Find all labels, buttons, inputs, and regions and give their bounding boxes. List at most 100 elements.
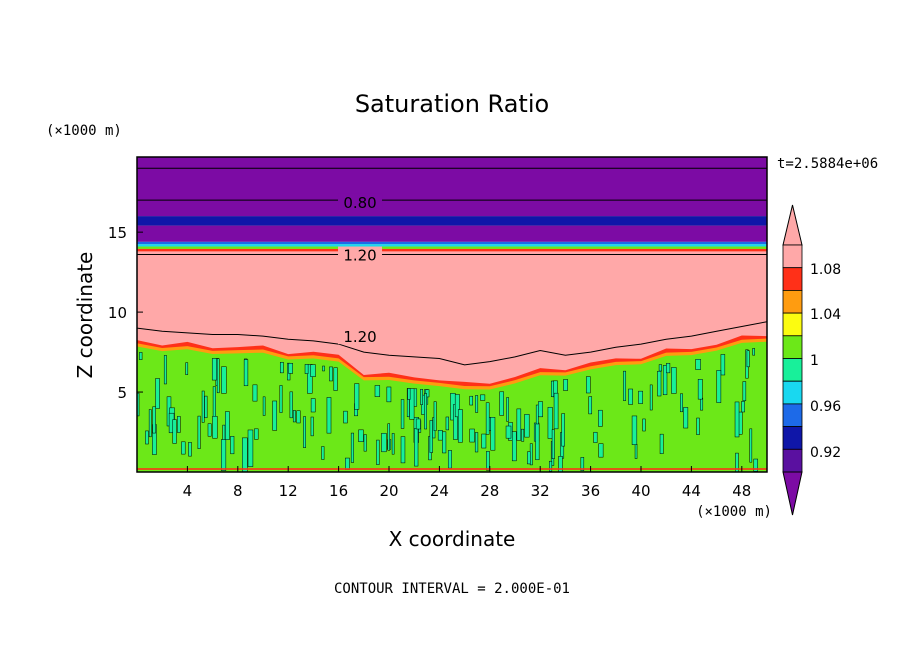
colorbar-label: 1.04 (810, 307, 841, 323)
cloud-streak (279, 362, 284, 374)
surface-layer (137, 468, 767, 470)
cloud-streak (752, 348, 755, 356)
cloud-streak (524, 414, 530, 438)
cloud-streak (303, 416, 307, 448)
cloud-streak (188, 442, 192, 457)
cloud-streak (289, 391, 293, 419)
colorbar-swatch (782, 448, 803, 473)
cloud-streak (400, 399, 405, 429)
cloud-streak (185, 362, 189, 375)
x-tick-label: 8 (233, 482, 243, 500)
cloud-streak (506, 397, 509, 422)
cloud-streak (481, 433, 487, 449)
contour-label: 1.20 (343, 247, 376, 265)
colorbar-swatch (782, 380, 803, 405)
cloud-streak (454, 394, 460, 418)
cloud-streak (749, 428, 753, 463)
chart-title: Saturation Ratio (355, 90, 549, 118)
cloud-streak (697, 379, 703, 400)
cloud-streak (400, 436, 406, 464)
cloud-streak (262, 396, 266, 416)
cloud-streak (442, 431, 447, 454)
contour-label-bg (338, 193, 383, 210)
cloud-streak (469, 428, 475, 443)
colorbar-label: 1 (810, 353, 819, 369)
contour-label-bg (338, 246, 383, 263)
cloud-streak (547, 406, 553, 439)
cloud-streak (321, 446, 325, 460)
cloud-streak (358, 429, 364, 442)
cloud-streak (326, 397, 332, 434)
y-axis-label: Z coordinate (73, 252, 97, 379)
cloud-streak (387, 423, 391, 451)
cloud-streak (139, 352, 143, 360)
cloud-streak (671, 367, 677, 394)
cloud-streak (469, 395, 474, 406)
cloud-streak (649, 384, 653, 411)
colorbar-swatch (782, 335, 803, 359)
cloud-streak (211, 358, 217, 381)
cloud-streak (310, 416, 314, 437)
cloud-streak (658, 364, 662, 372)
cloud-streak (742, 381, 747, 402)
colorbar-swatch (782, 244, 803, 269)
band-1-08 (137, 248, 767, 252)
colorbar-label: 1.08 (810, 262, 841, 278)
x-unit-label: (×1000 m) (696, 504, 772, 520)
cloud-streak (593, 431, 598, 443)
cloud-streak (304, 364, 309, 374)
cloud-streak (447, 450, 452, 469)
cloud-streak (720, 354, 726, 376)
cloud-streak (474, 432, 479, 453)
cloud-streak (521, 428, 525, 442)
cloud-streak (155, 378, 160, 409)
cloud-streak (628, 388, 633, 405)
cloud-streak (485, 402, 490, 435)
cloud-streak (220, 439, 227, 471)
y-unit-label: (×1000 m) (46, 123, 122, 139)
cloud-streak (631, 415, 638, 445)
cloud-streak (499, 391, 504, 416)
band-0-96 (137, 241, 767, 245)
cloud-streak (207, 423, 212, 437)
cloud-streak (550, 380, 554, 397)
cloud-streak (695, 358, 701, 370)
cloud-streak (642, 418, 646, 432)
cloud-streak (333, 367, 338, 391)
colorbar-label: 0.96 (810, 399, 841, 415)
cloud-streak (212, 415, 218, 439)
cloud-streak (433, 401, 437, 431)
cloud-streak (343, 410, 348, 424)
cloud-streak (535, 423, 540, 461)
cloud-streak (516, 408, 522, 441)
cloud-streak (638, 390, 643, 404)
contour-label: 1.20 (343, 328, 376, 346)
cloud-streak (683, 407, 689, 429)
cloud-streak (288, 363, 293, 374)
cloud-streak (322, 365, 325, 372)
x-tick-label: 12 (279, 482, 298, 500)
band-dry-lower (137, 225, 767, 242)
cloud-streak (580, 457, 585, 471)
colorbar-under-arrow (782, 471, 803, 516)
cloud-streak (480, 394, 486, 401)
cloud-streak (381, 432, 387, 453)
cloud-streak (505, 425, 512, 439)
colorbar-swatch (782, 426, 803, 450)
cloud-streak (272, 400, 278, 431)
cloud-streak (716, 370, 722, 403)
cloud-streak (659, 433, 664, 454)
cloud-streak (310, 364, 316, 377)
cloud-streak (242, 437, 248, 472)
cloud-streak (307, 364, 313, 394)
band-0-98 (137, 244, 767, 247)
colorbar-swatch (782, 289, 803, 314)
cloud-streak (374, 385, 381, 397)
x-tick-label: 4 (183, 482, 193, 500)
colorbar-swatch (782, 312, 803, 337)
contour-label: 0.80 (343, 194, 376, 212)
x-tick-label: 32 (531, 482, 550, 500)
cloud-streak (738, 411, 743, 435)
cloud-streak (279, 385, 283, 413)
cloud-streak (230, 436, 235, 455)
